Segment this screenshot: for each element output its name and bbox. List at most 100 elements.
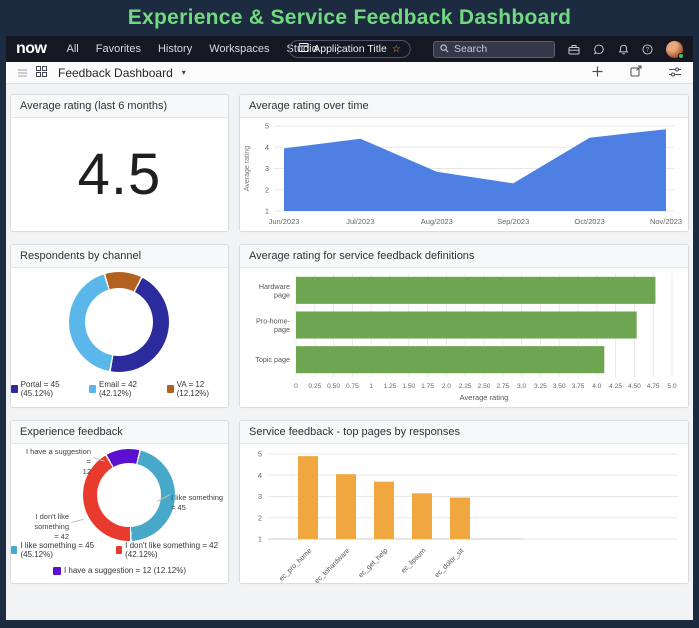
card-title: Average rating over time [240, 95, 688, 118]
legend-chip [52, 566, 61, 575]
nav-item-history[interactable]: History [157, 43, 193, 55]
donut-hole [85, 288, 153, 356]
svg-text:2.50: 2.50 [478, 383, 491, 390]
legend-chip [167, 385, 174, 393]
svg-text:Average rating: Average rating [244, 146, 251, 192]
card-title: Average rating for service feedback defi… [240, 245, 688, 268]
legend-chip [11, 546, 18, 554]
filter-sliders-button[interactable] [669, 64, 681, 82]
card-title: Experience feedback [11, 421, 228, 444]
svg-text:Nov/2023: Nov/2023 [650, 217, 682, 226]
search-input[interactable] [454, 43, 542, 55]
legend-chip [11, 385, 18, 393]
horizontal-bar-chart: 0 0.25 0.50 0.75 1 1.25 1.50 1.75 2.0 2.25 2.50 2.7… [240, 268, 688, 407]
grid-icon[interactable] [36, 64, 47, 82]
experience-legend-row2: I have a suggestion = 12 (12.12%) [11, 566, 228, 575]
legend-label: I have a suggestion = 12 (12.12%) [63, 566, 187, 575]
card-title: Service feedback - top pages by response… [240, 421, 688, 444]
share-export-button[interactable] [630, 64, 642, 82]
average-rating-value: 4.5 [77, 142, 162, 207]
legend-item: Portal = 45 (45.12%) [11, 380, 81, 398]
card-respondents: Respondents by channel Portal = 45 (45.1… [10, 244, 229, 408]
drag-handle-icon[interactable] [18, 64, 27, 82]
breadcrumb[interactable]: Feedback Dashboard [58, 65, 173, 80]
svg-text:1.25: 1.25 [384, 383, 397, 390]
bell-icon[interactable] [618, 44, 629, 55]
legend-label: I don't like something = 42 (42.12%) [125, 541, 219, 559]
help-icon[interactable]: ? [642, 43, 653, 55]
window-icon [298, 43, 309, 55]
legend-label: Portal = 45 (45.12%) [20, 380, 60, 398]
nav-item-workspaces[interactable]: Workspaces [209, 43, 270, 55]
svg-text:5: 5 [258, 450, 262, 459]
svg-text:0.25: 0.25 [308, 383, 321, 390]
svg-text:4.25: 4.25 [609, 383, 622, 390]
card-rating-over-time: Average rating over time 1 2 3 4 5 Jun/2023 Ju… [239, 94, 689, 232]
search-box[interactable] [433, 40, 555, 58]
legend-label: VA = 12 (12.12%) [176, 380, 210, 398]
svg-text:Hardware: Hardware [259, 282, 290, 291]
svg-text:ec_pro_home: ec_pro_home [278, 547, 313, 582]
search-icon [440, 40, 449, 58]
application-title-label: Application Title [313, 43, 387, 55]
legend-chip [89, 385, 96, 393]
dashboard-grid: Average rating (last 6 months) 4.5 Avera… [6, 84, 693, 620]
svg-text:2.0: 2.0 [442, 383, 451, 390]
svg-text:ec_dolor_sit: ec_dolor_sit [434, 547, 466, 579]
legend-item: I like something = 45 (45.12%) [11, 541, 108, 559]
page-title: Experience & Service Feedback Dashboard [127, 6, 572, 29]
nav-item-all[interactable]: All [66, 43, 79, 55]
experience-donut-chart [83, 449, 175, 541]
svg-text:3.75: 3.75 [572, 383, 585, 390]
legend-chip [115, 546, 123, 554]
svg-text:2: 2 [258, 513, 262, 522]
svg-text:4.75: 4.75 [647, 383, 660, 390]
svg-text:2.25: 2.25 [459, 383, 472, 390]
add-widget-button[interactable] [592, 64, 603, 82]
svg-text:3.50: 3.50 [553, 383, 566, 390]
callout-like: I like something = 45 [171, 493, 224, 512]
svg-text:5.0: 5.0 [667, 383, 676, 390]
legend-item: Email = 42 (42.12%) [89, 380, 159, 398]
legend-item: VA = 12 (12.12%) [167, 380, 228, 398]
svg-text:4: 4 [265, 143, 269, 152]
legend-item: I don't like something = 42 (42.12%) [115, 541, 228, 559]
chat-icon[interactable] [593, 44, 605, 55]
svg-text:1: 1 [265, 207, 269, 216]
svg-text:Topic page: Topic page [255, 355, 290, 364]
svg-text:Oct/2023: Oct/2023 [574, 217, 604, 226]
svg-text:1: 1 [258, 535, 262, 544]
svg-text:2: 2 [265, 185, 269, 194]
svg-text:3: 3 [265, 164, 269, 173]
svg-text:3.25: 3.25 [534, 383, 547, 390]
nav-icon-group: ? [568, 40, 684, 59]
area-chart: 1 2 3 4 5 Jun/2023 Jul/2023 Aug/2023 Sep/2023 Oct… [240, 118, 688, 231]
svg-text:Average rating: Average rating [460, 393, 509, 402]
svg-text:page: page [274, 290, 290, 299]
briefcase-icon[interactable] [568, 44, 580, 55]
svg-text:page: page [274, 325, 290, 334]
main-menu: All Favorites History Workspaces Studio [67, 43, 318, 55]
svg-text:Sep/2023: Sep/2023 [497, 217, 529, 226]
user-avatar[interactable] [666, 40, 684, 59]
app-frame: now All Favorites History Workspaces Stu… [6, 36, 693, 620]
donut-hole [97, 463, 161, 527]
callout-suggestion: I have a suggestion = 12 [25, 447, 91, 476]
toolbar-actions [592, 64, 681, 82]
more-options-icon[interactable]: ⋮ [331, 42, 344, 56]
svg-text:5: 5 [265, 122, 269, 131]
svg-text:0.75: 0.75 [346, 383, 359, 390]
favorite-star-icon[interactable]: ☆ [391, 43, 401, 55]
svg-text:Jul/2023: Jul/2023 [346, 217, 374, 226]
respondents-donut-chart [69, 272, 169, 372]
respondents-legend: Portal = 45 (45.12%) Email = 42 (42.12%) V… [11, 380, 228, 398]
servicenow-logo[interactable]: now [16, 40, 47, 57]
svg-text:3: 3 [258, 492, 262, 501]
card-top-pages: Service feedback - top pages by response… [239, 420, 689, 584]
application-title-pill[interactable]: Application Title ☆ [288, 40, 411, 58]
nav-item-favorites[interactable]: Favorites [95, 43, 141, 55]
svg-text:3.0: 3.0 [517, 383, 526, 390]
svg-text:0.50: 0.50 [327, 383, 340, 390]
chevron-down-icon[interactable]: ▾ [181, 68, 186, 77]
svg-text:ec_lipsum: ec_lipsum [400, 547, 427, 574]
